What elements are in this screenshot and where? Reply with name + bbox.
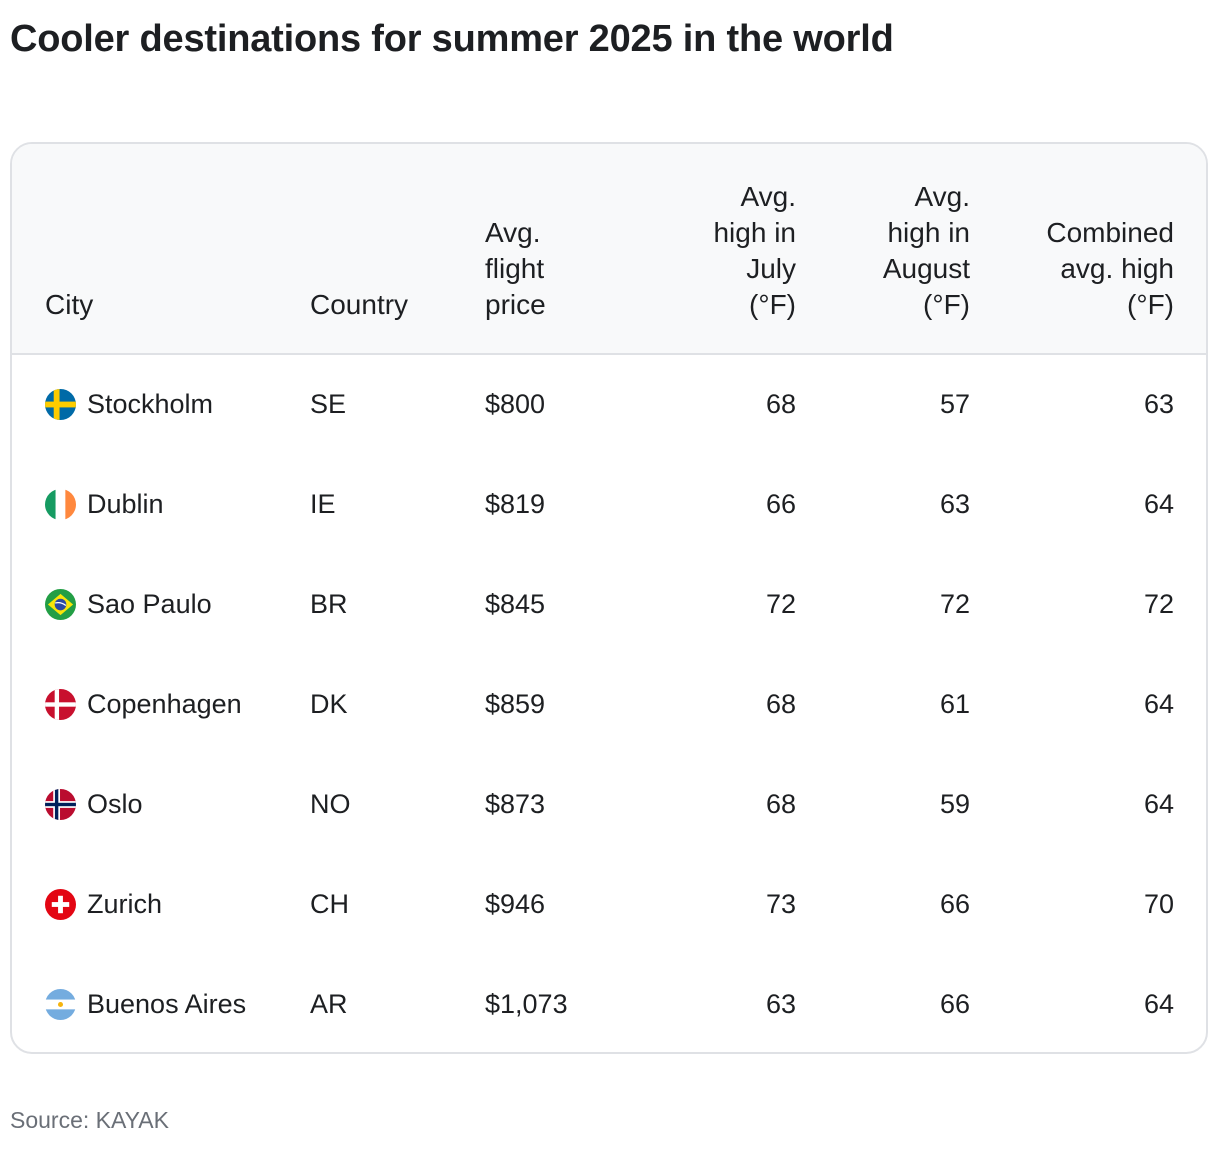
price-cell: $819 [485, 488, 546, 519]
price-cell: $859 [485, 688, 546, 719]
header-aug-line: August [882, 253, 970, 284]
table-row: Oslo NO $873 68 59 64 [12, 754, 1206, 854]
august-cell: 59 [939, 788, 970, 819]
city-name: Sao Paulo [87, 588, 212, 619]
header-avg-high-august: Avg. high in August (°F) [796, 144, 970, 355]
header-comb-line: avg. high [1060, 253, 1174, 284]
city-cell: Zurich [12, 854, 310, 954]
header-price-line: price [485, 289, 546, 320]
page-title: Cooler destinations for summer 2025 in t… [10, 18, 894, 60]
header-price-line: Avg. [485, 217, 541, 248]
table-row: Zurich CH $946 73 66 70 [12, 854, 1206, 954]
header-country: Country [310, 144, 485, 355]
country-cell: SE [310, 389, 347, 419]
brazil-flag-icon [45, 588, 76, 620]
combined-cell: 63 [1143, 389, 1174, 419]
header-aug-line: high in [887, 217, 970, 248]
city-cell: Sao Paulo [12, 554, 310, 654]
july-cell: 73 [765, 888, 796, 919]
country-cell: DK [310, 688, 348, 719]
header-july-line: (°F) [749, 289, 796, 320]
combined-cell: 72 [1143, 588, 1174, 619]
header-aug-line: Avg. [914, 181, 970, 212]
country-cell: AR [310, 988, 348, 1019]
header-aug-line: (°F) [923, 289, 970, 320]
july-cell: 72 [765, 588, 796, 619]
header-city-label: City [45, 289, 94, 320]
destinations-table: City Country Avg. flight price Avg. high… [12, 144, 1206, 1052]
combined-cell: 64 [1143, 988, 1174, 1019]
country-cell: BR [310, 588, 348, 619]
price-cell: $1,073 [485, 988, 568, 1019]
ireland-flag-icon [45, 488, 76, 520]
header-country-label: Country [310, 289, 409, 320]
norway-flag-icon [45, 788, 76, 820]
price-cell: $800 [485, 389, 546, 419]
july-cell: 63 [765, 988, 796, 1019]
country-cell: CH [310, 888, 349, 919]
combined-cell: 70 [1143, 888, 1174, 919]
table-row: Sao Paulo BR $845 72 72 72 [12, 554, 1206, 654]
table-row: Dublin IE $819 66 63 64 [12, 454, 1206, 554]
header-flight-price: Avg. flight price [485, 144, 630, 355]
august-cell: 66 [939, 988, 970, 1019]
country-cell: NO [310, 788, 351, 819]
argentina-flag-icon [45, 988, 76, 1020]
header-city: City [12, 144, 310, 355]
table-row: Stockholm SE $800 68 57 63 [12, 354, 1206, 454]
country-cell: IE [310, 488, 336, 519]
price-cell: $946 [485, 888, 546, 919]
header-price-line: flight [485, 253, 545, 284]
city-cell: Stockholm [12, 354, 310, 454]
header-july-line: July [746, 253, 796, 284]
july-cell: 68 [765, 788, 796, 819]
header-avg-high-july: Avg. high in July (°F) [630, 144, 796, 355]
combined-cell: 64 [1143, 688, 1174, 719]
city-name: Zurich [87, 888, 163, 919]
table-row: Buenos Aires AR $1,073 63 66 64 [12, 954, 1206, 1052]
august-cell: 61 [939, 688, 970, 719]
august-cell: 72 [939, 588, 970, 619]
july-cell: 66 [765, 488, 796, 519]
august-cell: 57 [939, 389, 970, 419]
header-comb-line: (°F) [1127, 289, 1174, 320]
city-cell: Oslo [12, 754, 310, 854]
city-name: Buenos Aires [87, 988, 247, 1019]
combined-cell: 64 [1143, 488, 1174, 519]
table-header-row: City Country Avg. flight price Avg. high… [12, 144, 1206, 355]
price-cell: $873 [485, 788, 546, 819]
city-name: Stockholm [87, 389, 214, 419]
city-cell: Copenhagen [12, 654, 310, 754]
city-name: Copenhagen [87, 688, 242, 719]
header-july-line: high in [713, 217, 796, 248]
sweden-flag-icon [45, 389, 76, 420]
table-row: Copenhagen DK $859 68 61 64 [12, 654, 1206, 754]
city-cell: Buenos Aires [12, 954, 310, 1052]
switzerland-flag-icon [45, 888, 76, 920]
july-cell: 68 [765, 688, 796, 719]
august-cell: 66 [939, 888, 970, 919]
destinations-table-card: City Country Avg. flight price Avg. high… [10, 142, 1208, 1054]
combined-cell: 64 [1143, 788, 1174, 819]
price-cell: $845 [485, 588, 546, 619]
header-july-line: Avg. [740, 181, 796, 212]
july-cell: 68 [765, 389, 796, 419]
august-cell: 63 [939, 488, 970, 519]
header-comb-line: Combined [1046, 217, 1174, 248]
header-combined-avg-high: Combined avg. high (°F) [970, 144, 1206, 355]
source-note: Source: KAYAK [10, 1107, 169, 1133]
denmark-flag-icon [45, 688, 76, 720]
city-cell: Dublin [12, 454, 310, 554]
city-name: Dublin [87, 488, 164, 519]
city-name: Oslo [87, 788, 143, 819]
